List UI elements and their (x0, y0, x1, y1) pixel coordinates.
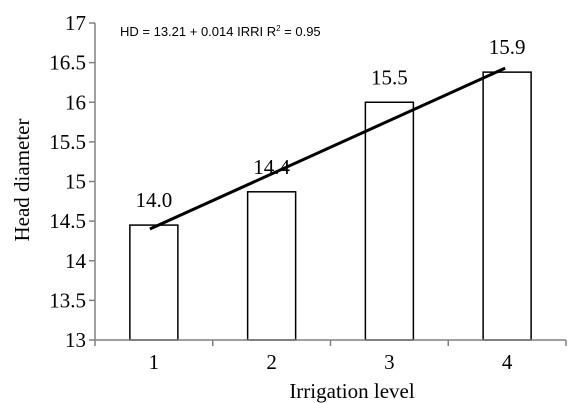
bar (482, 71, 532, 341)
y-axis-title: Head diameter (10, 118, 34, 241)
x-tick-label: 4 (502, 350, 513, 374)
bar (246, 191, 297, 341)
x-axis-ticks (94, 340, 567, 346)
bar (364, 101, 415, 341)
y-tick-label: 15.5 (49, 130, 86, 154)
bar-data-label: 15.5 (371, 65, 408, 89)
equation-superscript: 2 (276, 24, 281, 33)
bars (129, 71, 532, 341)
bar-data-label: 14.0 (136, 188, 173, 212)
equation-suffix: = 0.95 (281, 24, 321, 39)
y-axis-ticks (89, 22, 95, 341)
equation-text: HD = 13.21 + 0.014 IRRI R (120, 24, 276, 39)
trendline (149, 66, 506, 231)
y-tick-label: 16 (65, 90, 86, 114)
y-tick-label: 14.5 (49, 209, 86, 233)
bar (129, 224, 179, 341)
x-tick-label: 2 (266, 350, 277, 374)
y-tick-label: 14 (65, 249, 87, 273)
x-tick-label: 1 (149, 350, 160, 374)
x-axis-tick-labels: 1 2 3 4 (149, 350, 513, 374)
y-tick-label: 13 (65, 328, 86, 352)
x-tick-label: 3 (384, 350, 395, 374)
bar-data-labels: 14.014.415.515.9 (136, 35, 526, 212)
y-axis-tick-labels: 13 13.5 14 14.5 15 15.5 16 16.5 17 (49, 11, 86, 352)
y-tick-label: 17 (65, 11, 86, 35)
x-axis-title: Irrigation level (289, 379, 415, 403)
regression-equation: HD = 13.21 + 0.014 IRRI R2 = 0.95 (120, 24, 321, 39)
y-tick-label: 16.5 (49, 51, 86, 75)
y-tick-label: 15 (65, 170, 86, 194)
bar-data-label: 15.9 (489, 35, 526, 59)
y-tick-label: 13.5 (49, 288, 86, 312)
